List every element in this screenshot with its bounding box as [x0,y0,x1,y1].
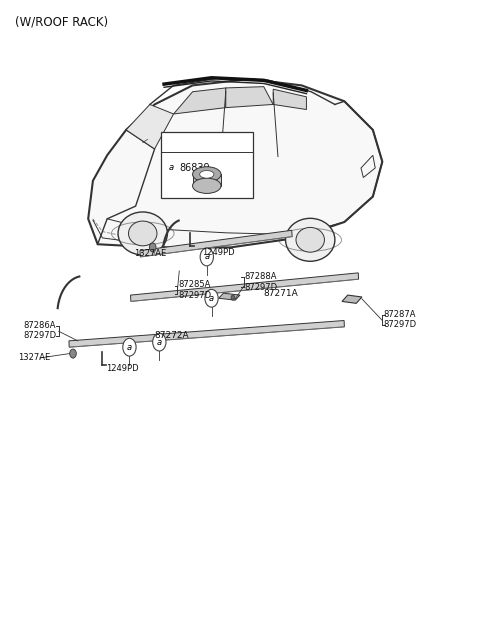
Ellipse shape [192,167,221,182]
Text: a: a [157,338,162,347]
Text: 87297D: 87297D [24,331,57,340]
Text: a: a [209,294,214,303]
FancyBboxPatch shape [161,132,253,198]
Text: 87286A: 87286A [24,321,56,330]
Text: 1249PD: 1249PD [106,363,138,372]
Circle shape [153,333,166,351]
Polygon shape [219,293,240,300]
Ellipse shape [118,212,168,255]
Polygon shape [226,87,273,108]
Polygon shape [126,104,174,149]
Polygon shape [342,295,362,303]
Polygon shape [88,79,383,247]
Circle shape [165,159,178,177]
Ellipse shape [200,171,214,178]
Text: 87288A: 87288A [245,272,277,281]
Circle shape [70,349,76,358]
Text: 87287A: 87287A [384,310,416,319]
Text: 87297D: 87297D [245,283,278,292]
Text: 86839: 86839 [180,163,210,173]
Text: (W/ROOF RACK): (W/ROOF RACK) [14,15,108,28]
Text: 1327AE: 1327AE [134,249,167,258]
Circle shape [205,289,218,307]
Text: 87297D: 87297D [384,320,417,329]
Text: 87271A: 87271A [264,288,299,297]
Circle shape [231,295,235,300]
Polygon shape [140,230,292,257]
Polygon shape [69,320,344,347]
Bar [192,174,221,186]
Text: 87272A: 87272A [155,331,189,340]
Text: a: a [127,343,132,352]
Circle shape [200,248,214,266]
Text: 1249PD: 1249PD [202,248,235,257]
Text: 87297D: 87297D [179,290,212,299]
Polygon shape [273,89,306,110]
Ellipse shape [192,178,221,194]
Ellipse shape [296,228,324,252]
Text: 1327AE: 1327AE [18,353,51,363]
Text: 87285A: 87285A [179,280,211,290]
Text: a: a [168,163,174,172]
Circle shape [149,243,156,252]
Circle shape [123,338,136,356]
Ellipse shape [129,221,157,246]
Ellipse shape [286,219,335,262]
Text: a: a [204,253,209,262]
Polygon shape [131,273,359,301]
Polygon shape [174,88,226,114]
